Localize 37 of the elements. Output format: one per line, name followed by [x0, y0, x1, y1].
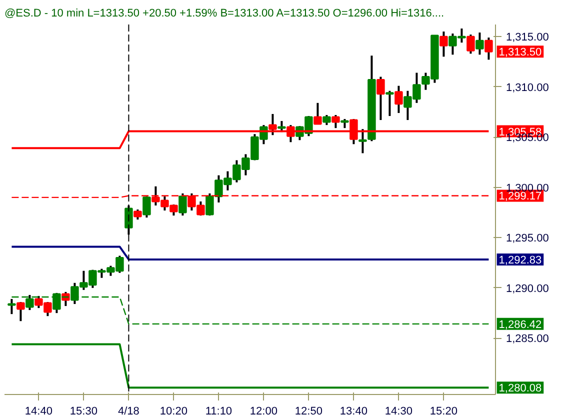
data-label: 1,280.08: [498, 382, 542, 395]
candlestick: [278, 120, 286, 134]
candlestick: [322, 114, 331, 126]
candlestick: [332, 114, 340, 130]
candlestick: [16, 301, 25, 322]
y-tick-label: 1,315.00: [506, 32, 549, 44]
data-label: 1,286.42: [498, 318, 542, 331]
chart-title: @ES.D - 10 min L=1313.50 +20.50 +1.59% B=1313.00 A=1313.50 O=1296.00 Hi=1316....: [4, 8, 444, 20]
x-tick-label: 12:00: [250, 406, 278, 418]
x-tick-label: 15:30: [70, 406, 98, 418]
x-tick-label: 10:20: [160, 406, 188, 418]
candlestick: [386, 90, 394, 117]
candlestick: [142, 195, 151, 219]
y-tick-label: 1,290.00: [506, 282, 549, 295]
candlestick: [134, 208, 142, 221]
candlestick: [314, 102, 322, 126]
candlestick: [484, 36, 493, 61]
candlestick: [440, 30, 448, 58]
candlestick: [466, 34, 475, 55]
y-tick-label: 1,285.00: [506, 333, 549, 346]
y-tick-label: 1,310.00: [506, 82, 549, 94]
candlestick: [178, 192, 187, 217]
x-tick-label: 11:10: [205, 406, 232, 418]
x-tick-label: 14:40: [24, 406, 52, 418]
candlestick: [394, 84, 403, 114]
x-tick-label: 14:30: [384, 406, 412, 418]
y-tick-label: 1,295.00: [506, 232, 549, 245]
candlestick: [340, 118, 349, 130]
data-label: 1,299.17: [498, 190, 542, 203]
x-tick-label: 12:50: [294, 406, 322, 418]
x-tick-label: 4/18: [118, 406, 140, 418]
x-tick-label: 15:20: [430, 406, 458, 418]
data-label: 1,292.83: [498, 254, 542, 266]
candlestick: [376, 76, 385, 122]
x-tick-label: 13:40: [340, 406, 368, 418]
text: 1,313.50: [498, 46, 542, 59]
candlestick: [476, 32, 484, 56]
